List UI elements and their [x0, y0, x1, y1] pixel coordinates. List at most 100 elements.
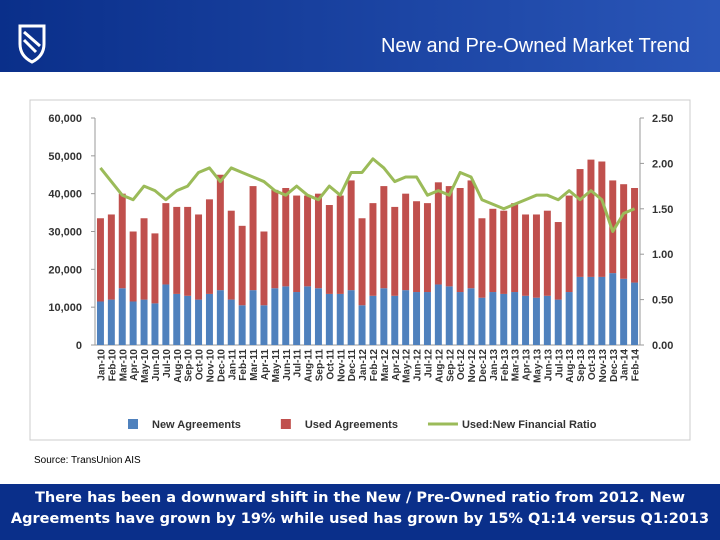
y-tick-label: 30,000 [48, 227, 82, 239]
y-tick-label: 0 [76, 340, 82, 352]
bar [609, 180, 617, 274]
slide-title: New and Pre-Owned Market Trend [381, 35, 690, 57]
bar [500, 210, 508, 294]
ratio-line [99, 157, 636, 233]
y2-tick-label: 0.00 [652, 340, 673, 352]
bar [620, 184, 628, 279]
legend-label: New Agreements [152, 419, 241, 431]
x-tick-label: Feb-12 [369, 349, 380, 382]
bar [314, 193, 322, 289]
x-tick-label: Feb-13 [500, 349, 511, 382]
bar [402, 290, 410, 345]
bar [369, 203, 377, 296]
bar [620, 278, 628, 345]
bar [587, 276, 595, 345]
bar [129, 231, 137, 302]
bar [205, 199, 213, 294]
x-tick-label: Jul-12 [423, 349, 434, 378]
bar [336, 293, 344, 345]
bar [249, 186, 257, 291]
x-tick-label: May-11 [271, 349, 282, 383]
bar [96, 218, 104, 302]
bar [532, 297, 540, 345]
x-tick-label: Mar-10 [118, 349, 129, 382]
bar [282, 286, 290, 345]
bar [293, 292, 301, 345]
x-tick-label: Aug-12 [434, 349, 445, 383]
bar [631, 282, 639, 345]
bar [467, 180, 475, 289]
x-tick-label: May-12 [402, 349, 413, 383]
x-tick-label: Jun-11 [282, 349, 293, 381]
bar [336, 195, 344, 294]
bar [304, 195, 312, 287]
bar [576, 276, 584, 345]
x-tick-label: Nov-12 [467, 349, 478, 383]
bar [380, 288, 388, 345]
bar [314, 288, 322, 345]
bar [598, 276, 606, 345]
x-tick-label: Jun-13 [543, 349, 554, 382]
source-note: Source: TransUnion AIS [34, 455, 141, 466]
bar [609, 273, 617, 345]
x-tick-label: Jan-12 [358, 349, 369, 381]
x-tick-label: Feb-14 [631, 349, 642, 382]
bar [413, 201, 421, 293]
y2-tick-label: 0.50 [652, 295, 673, 307]
bar [402, 193, 410, 291]
x-tick-label: Nov-11 [336, 349, 347, 382]
x-tick-label: Feb-11 [238, 349, 249, 381]
x-tick-label: Aug-10 [173, 349, 184, 383]
bar [216, 174, 224, 291]
bar [195, 299, 203, 345]
bar [271, 288, 279, 345]
x-tick-label: Jun-10 [151, 349, 162, 382]
legend-label: Used:New Financial Ratio [462, 419, 597, 431]
x-tick-label: Mar-11 [249, 349, 260, 381]
bar [587, 159, 595, 277]
bar [325, 293, 333, 345]
x-tick-label: Aug-11 [304, 349, 315, 383]
bar [445, 186, 453, 287]
bar [216, 290, 224, 345]
header-band [0, 0, 720, 72]
x-tick-label: Sep-12 [445, 349, 456, 382]
bar [391, 295, 399, 345]
y-tick-label: 50,000 [48, 151, 82, 163]
x-tick-label: Apr-12 [391, 349, 402, 381]
x-tick-label: Jan-14 [620, 349, 631, 381]
bar [227, 210, 235, 300]
legend-label: Used Agreements [305, 419, 398, 431]
bar [532, 214, 540, 298]
bar [282, 187, 290, 287]
x-tick-label: Jan-11 [227, 349, 238, 381]
y2-tick-label: 2.50 [652, 113, 673, 125]
bar [434, 182, 442, 285]
bar [423, 292, 431, 345]
bar [347, 180, 355, 291]
bar [96, 301, 104, 345]
bar [184, 295, 192, 345]
bar [511, 203, 519, 293]
footer-band [0, 484, 720, 540]
bar [576, 169, 584, 277]
bar [140, 218, 148, 300]
bar [631, 187, 639, 283]
y-tick-label: 10,000 [48, 302, 82, 314]
bar [467, 288, 475, 345]
bar [107, 214, 115, 300]
x-tick-label: Oct-12 [456, 349, 467, 381]
x-tick-label: Jul-13 [554, 349, 565, 378]
bar [195, 214, 203, 300]
logo-detail [22, 30, 41, 54]
bar [260, 305, 268, 345]
logo [18, 24, 46, 64]
bar [489, 292, 497, 345]
bar [151, 303, 159, 345]
bar [238, 225, 246, 306]
x-tick-label: May-10 [140, 349, 151, 383]
bar [369, 295, 377, 345]
bar [543, 295, 551, 345]
x-tick-label: Dec-12 [478, 349, 489, 382]
